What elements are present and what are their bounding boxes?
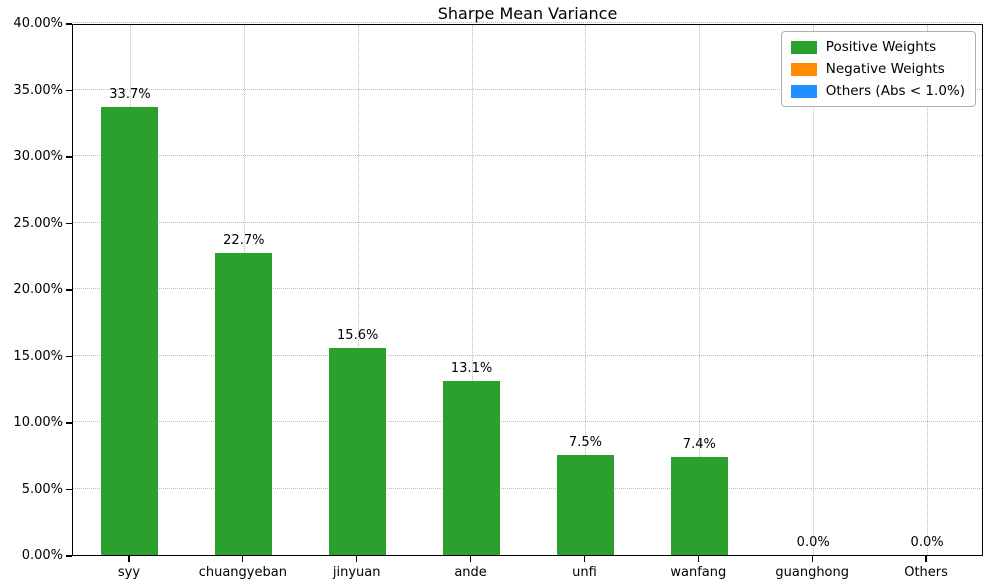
x-tick-label: jinyuan — [332, 565, 381, 580]
bar-value-label: 0.0% — [910, 535, 944, 550]
legend-item-label: Negative Weights — [825, 61, 945, 77]
bar — [670, 456, 728, 555]
y-tick-mark — [66, 23, 72, 25]
x-tick-label: ande — [454, 565, 487, 580]
vertical-gridline — [585, 25, 587, 555]
legend-item-label: Positive Weights — [825, 39, 937, 55]
legend-item: Negative Weights — [790, 61, 965, 77]
horizontal-gridline — [73, 288, 982, 289]
legend-item-label: Others (Abs < 1.0%) — [825, 83, 965, 99]
horizontal-gridline — [73, 155, 982, 156]
x-tick-mark — [811, 556, 813, 562]
y-tick-mark — [66, 156, 72, 158]
bar-value-label: 22.7% — [223, 233, 265, 249]
bar — [556, 455, 614, 555]
bar-value-label: 7.4% — [682, 436, 716, 452]
vertical-gridline — [471, 25, 473, 555]
x-tick-label: Others — [904, 565, 948, 580]
bar-value-label: 33.7% — [109, 86, 151, 102]
y-tick-label: 20.00% — [13, 282, 63, 297]
horizontal-gridline — [73, 421, 982, 422]
x-tick-mark — [128, 556, 130, 562]
horizontal-gridline — [73, 22, 982, 23]
vertical-gridline — [813, 25, 815, 555]
y-tick-label: 40.00% — [13, 16, 63, 31]
y-tick-mark — [66, 355, 72, 358]
y-tick-mark — [66, 488, 72, 491]
y-tick-label: 25.00% — [13, 215, 63, 231]
horizontal-gridline — [73, 88, 982, 90]
y-tick-mark — [66, 555, 72, 557]
x-tick-label: chuangyeban — [198, 565, 287, 580]
y-tick-label: 30.00% — [13, 149, 63, 164]
legend-swatch — [790, 62, 817, 76]
x-tick-label: syy — [117, 565, 141, 580]
legend-item: Others (Abs < 1.0%) — [790, 83, 965, 99]
legend-swatch — [790, 84, 817, 98]
bar-value-label: 0.0% — [796, 535, 830, 550]
legend-swatch — [790, 40, 817, 54]
bar — [101, 106, 159, 555]
y-tick-label: 35.00% — [13, 82, 63, 98]
y-tick-mark — [66, 422, 72, 424]
bar — [215, 253, 273, 555]
y-tick-mark — [66, 89, 72, 92]
x-tick-label: guanghong — [775, 565, 850, 580]
plot-area: 33.7% 22.7% 15.6% 13.1% 7.5% 7.4% 0.0% 0.0% Pos… — [72, 22, 983, 556]
bar-value-label: 15.6% — [337, 327, 379, 343]
y-tick-mark — [66, 289, 72, 291]
vertical-gridline — [357, 25, 359, 555]
bar — [329, 347, 387, 555]
y-tick-label: 10.00% — [13, 415, 63, 430]
x-tick-label: wanfang — [670, 565, 727, 580]
y-tick-label: 5.00% — [21, 481, 63, 497]
vertical-gridline — [927, 25, 929, 555]
horizontal-gridline — [73, 487, 982, 489]
bar — [443, 380, 501, 555]
legend: Positive Weights Negative Weights Others (… — [780, 31, 976, 107]
y-tick-label: 0.00% — [21, 548, 63, 563]
x-tick-mark — [356, 556, 358, 562]
x-tick-mark — [583, 556, 586, 562]
horizontal-gridline — [73, 221, 982, 223]
x-tick-mark — [925, 556, 927, 562]
legend-item: Positive Weights — [790, 39, 965, 55]
y-tick-label: 15.00% — [13, 348, 63, 364]
bar-value-label: 13.1% — [450, 360, 493, 376]
chart-title: Sharpe Mean Variance — [437, 4, 618, 23]
y-tick-mark — [66, 222, 72, 225]
x-tick-mark — [469, 556, 472, 562]
x-tick-mark — [242, 556, 244, 562]
x-tick-mark — [697, 556, 699, 562]
x-tick-label: unfi — [572, 565, 597, 580]
bar-value-label: 7.5% — [568, 435, 602, 451]
vertical-gridline — [699, 25, 701, 555]
horizontal-gridline — [73, 354, 982, 356]
